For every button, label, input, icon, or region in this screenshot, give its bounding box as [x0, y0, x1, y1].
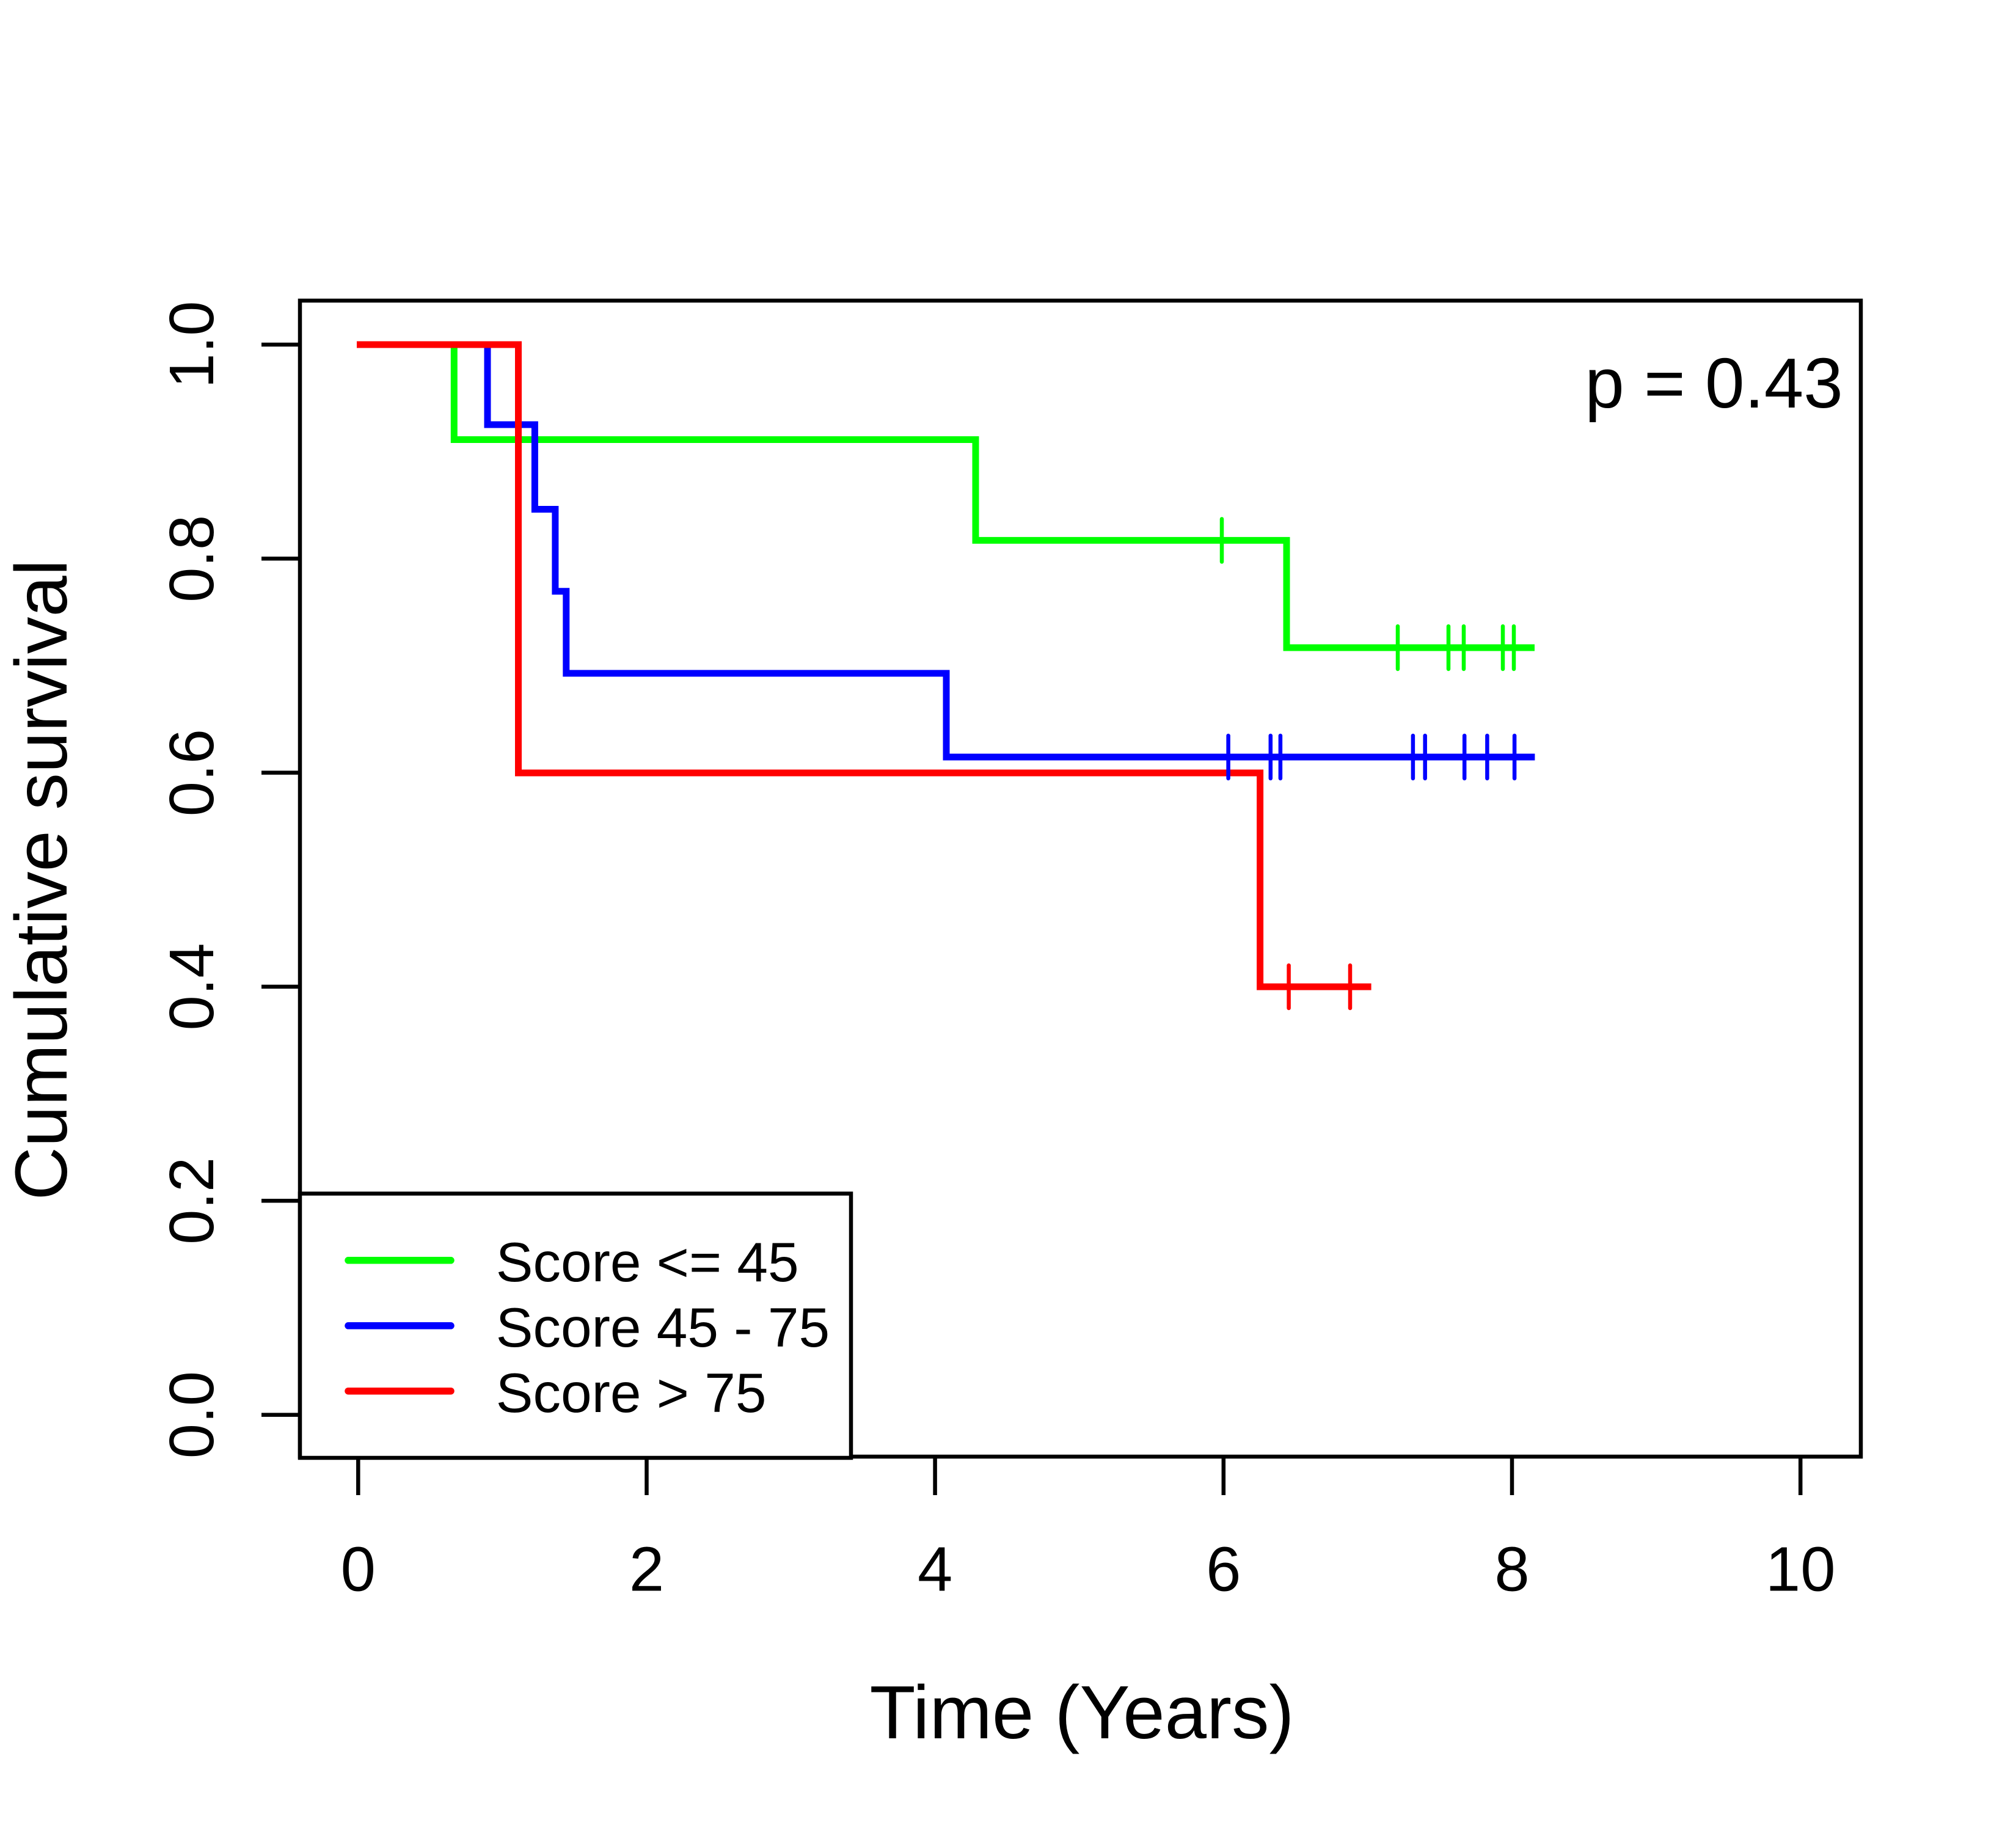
svg-text:10: 10: [1766, 1534, 1836, 1604]
svg-text:0.0: 0.0: [156, 1371, 227, 1458]
svg-text:Time (Years): Time (Years): [870, 1671, 1295, 1755]
svg-text:0.8: 0.8: [156, 515, 227, 602]
svg-text:4: 4: [918, 1534, 952, 1604]
svg-text:Score > 75: Score > 75: [496, 1363, 767, 1424]
svg-text:8: 8: [1494, 1534, 1529, 1604]
svg-text:0.2: 0.2: [156, 1157, 227, 1245]
svg-text:Cumulative survival: Cumulative survival: [0, 559, 82, 1200]
svg-text:6: 6: [1206, 1534, 1241, 1604]
svg-text:Score <= 45: Score <= 45: [496, 1232, 799, 1293]
svg-text:0.6: 0.6: [156, 729, 227, 816]
svg-text:0.4: 0.4: [156, 943, 227, 1030]
svg-text:1.0: 1.0: [156, 301, 227, 388]
svg-text:0: 0: [341, 1534, 376, 1604]
svg-text:Score 45 - 75: Score 45 - 75: [496, 1297, 830, 1359]
svg-text:2: 2: [629, 1534, 664, 1604]
svg-text:p = 0.43: p = 0.43: [1585, 343, 1843, 423]
